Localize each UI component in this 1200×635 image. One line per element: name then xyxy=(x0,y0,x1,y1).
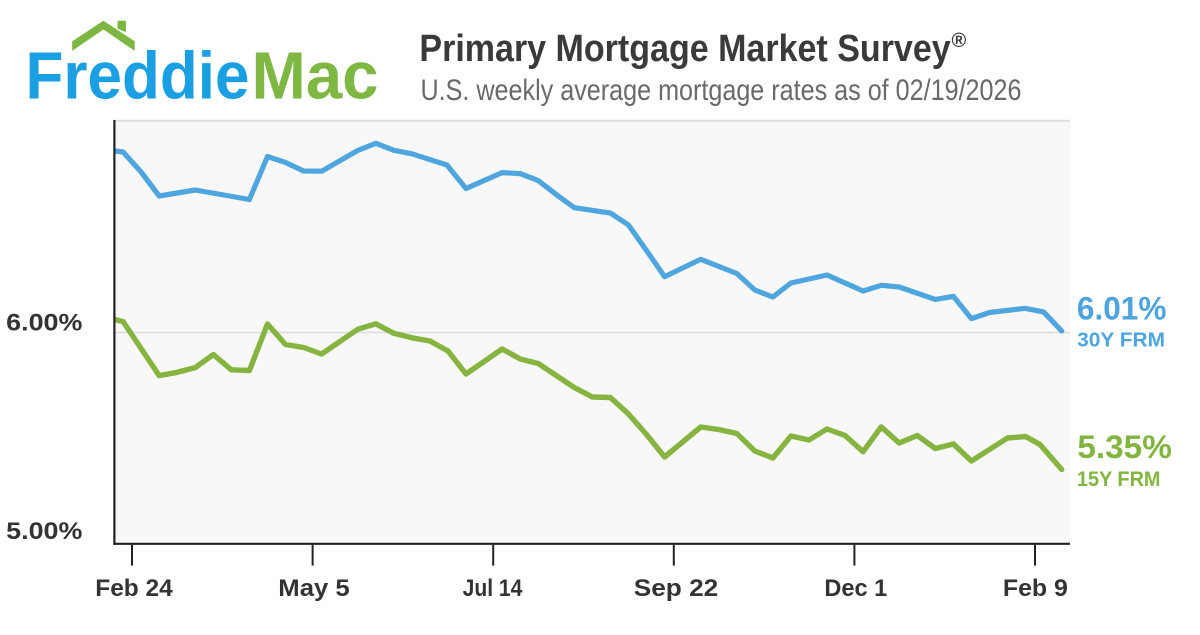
svg-text:Feb 24: Feb 24 xyxy=(95,575,173,602)
svg-text:May 5: May 5 xyxy=(278,575,349,602)
svg-text:Feb 9: Feb 9 xyxy=(1003,575,1068,602)
svg-text:Dec 1: Dec 1 xyxy=(824,575,887,602)
svg-text:15Y FRM: 15Y FRM xyxy=(1077,468,1161,491)
svg-text:Freddie: Freddie xyxy=(26,38,250,113)
svg-text:6.01%: 6.01% xyxy=(1077,290,1167,326)
svg-text:Mac: Mac xyxy=(252,38,379,113)
svg-text:Jul 14: Jul 14 xyxy=(463,575,523,602)
svg-text:U.S. weekly average mortgage r: U.S. weekly average mortgage rates as of… xyxy=(421,74,1022,107)
svg-text:Sep 22: Sep 22 xyxy=(634,575,719,602)
svg-text:Primary Mortgage Market Survey: Primary Mortgage Market Survey xyxy=(419,27,951,70)
svg-text:5.35%: 5.35% xyxy=(1077,429,1171,465)
svg-text:30Y FRM: 30Y FRM xyxy=(1077,329,1165,352)
svg-text:6.00%: 6.00% xyxy=(6,310,82,337)
svg-text:5.00%: 5.00% xyxy=(6,518,82,545)
svg-text:®: ® xyxy=(952,30,967,52)
